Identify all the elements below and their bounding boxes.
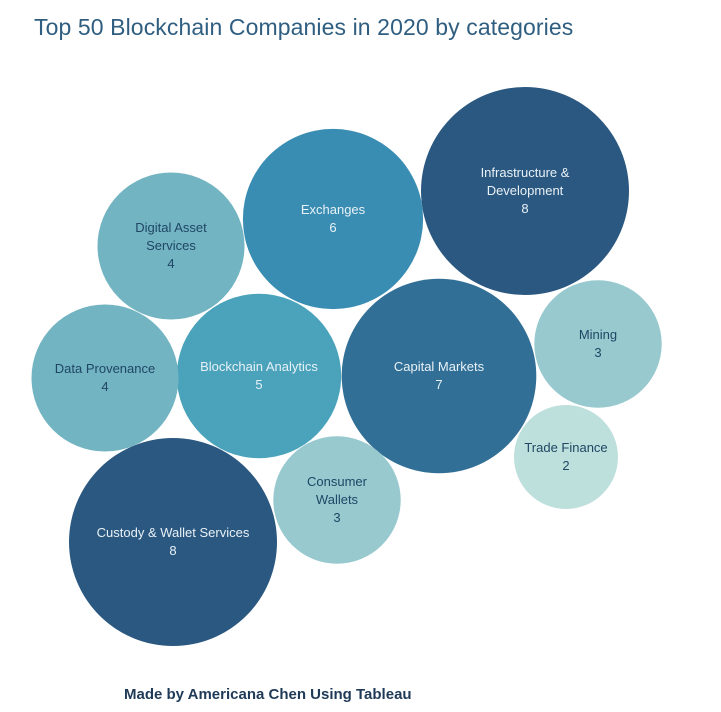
bubble-label-consumer-wallets: Wallets — [316, 492, 359, 507]
bubble-circle-mining — [534, 280, 662, 408]
bubble-label-data-provenance: Data Provenance — [55, 361, 155, 376]
bubble-label-blockchain-analytics: Blockchain Analytics — [200, 359, 318, 374]
bubble-label-infrastructure-and-development: Infrastructure & — [481, 165, 570, 180]
bubble-exchanges: Exchanges 6 — [242, 128, 424, 310]
bubble-circle-trade-finance — [514, 405, 618, 509]
bubble-label-trade-finance: Trade Finance — [524, 440, 607, 455]
bubble-circle-data-provenance — [31, 304, 179, 452]
bubble-label-digital-asset-services: Digital Asset — [135, 220, 207, 235]
bubble-circle-custody-and-wallet-services — [69, 438, 277, 646]
bubble-custody-and-wallet-services: Custody & Wallet Services 8 — [69, 438, 277, 646]
bubble-circle-capital-markets — [341, 278, 537, 474]
credit-text: Made by Americana Chen Using Tableau — [124, 686, 412, 703]
bubble-value-custody-and-wallet-services: 8 — [169, 543, 176, 558]
bubble-circle-infrastructure-and-development — [421, 87, 629, 295]
bubble-label-consumer-wallets: Consumer — [307, 474, 368, 489]
bubble-value-capital-markets: 7 — [435, 377, 442, 392]
bubble-infrastructure-and-development: Infrastructure & Development 8 — [421, 87, 629, 295]
bubble-consumer-wallets: Consumer Wallets 3 — [273, 436, 401, 564]
bubble-mining: Mining 3 — [534, 280, 662, 408]
bubble-label-digital-asset-services: Services — [146, 238, 196, 253]
bubble-blockchain-analytics: Blockchain Analytics 5 — [176, 293, 342, 459]
bubble-value-digital-asset-services: 4 — [167, 256, 174, 271]
bubble-value-blockchain-analytics: 5 — [255, 377, 262, 392]
bubble-value-data-provenance: 4 — [101, 379, 108, 394]
bubble-label-custody-and-wallet-services: Custody & Wallet Services — [97, 525, 250, 540]
bubble-value-trade-finance: 2 — [562, 458, 569, 473]
bubble-label-mining: Mining — [579, 327, 617, 342]
chart-title: Top 50 Blockchain Companies in 2020 by c… — [34, 14, 574, 40]
bubble-value-mining: 3 — [594, 345, 601, 360]
bubble-value-infrastructure-and-development: 8 — [521, 201, 528, 216]
bubble-label-exchanges: Exchanges — [301, 202, 366, 217]
bubble-trade-finance: Trade Finance 2 — [514, 405, 618, 509]
bubble-circle-consumer-wallets — [273, 436, 401, 564]
bubble-value-consumer-wallets: 3 — [333, 510, 340, 525]
bubble-circle-digital-asset-services — [97, 172, 245, 320]
bubble-data-provenance: Data Provenance 4 — [31, 304, 179, 452]
bubble-value-exchanges: 6 — [329, 220, 336, 235]
bubble-label-capital-markets: Capital Markets — [394, 359, 485, 374]
bubble-circle-exchanges — [242, 128, 424, 310]
bubble-circle-blockchain-analytics — [176, 293, 342, 459]
bubble-label-infrastructure-and-development: Development — [487, 183, 564, 198]
bubble-digital-asset-services: Digital Asset Services 4 — [97, 172, 245, 320]
bubble-capital-markets: Capital Markets 7 — [341, 278, 537, 474]
